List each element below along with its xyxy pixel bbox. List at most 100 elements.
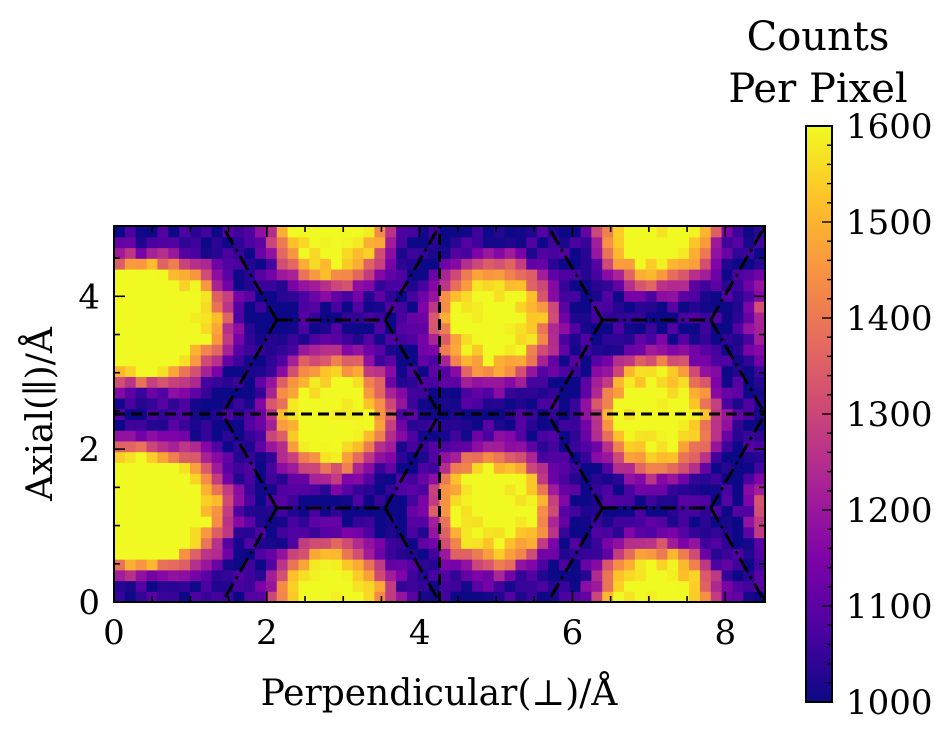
heatmap-cell: [667, 376, 679, 388]
heatmap-cell: [320, 526, 332, 539]
heatmap-cell: [211, 344, 224, 356]
heatmap-cell: [179, 451, 191, 463]
heatmap-cell: [667, 591, 679, 602]
heatmap-cell: [200, 268, 213, 281]
heatmap-cell: [537, 333, 549, 345]
heatmap-cell: [276, 344, 289, 356]
heatmap-cell: [298, 569, 310, 582]
heatmap-cell: [244, 365, 256, 377]
heatmap-cell: [244, 397, 256, 410]
heatmap-cell: [135, 473, 148, 485]
heatmap-cell: [504, 483, 517, 496]
heatmap-cell: [667, 494, 679, 506]
heatmap-cell: [678, 365, 690, 377]
heatmap-cell: [656, 311, 668, 324]
heatmap-cell: [200, 473, 213, 485]
heatmap-cell: [493, 279, 506, 292]
heatmap-cell: [276, 419, 289, 431]
heatmap-cell: [558, 494, 571, 506]
heatmap-cell: [417, 279, 430, 292]
heatmap-cell: [168, 473, 180, 485]
heatmap-cell: [439, 526, 451, 539]
heatmap-cell: [699, 516, 712, 528]
heatmap-cell: [276, 516, 289, 528]
heatmap-cell: [320, 397, 332, 410]
heatmap-cell: [298, 247, 310, 259]
heatmap-cell: [515, 311, 527, 324]
heatmap-cell: [287, 526, 300, 539]
heatmap-cell: [417, 494, 430, 506]
heatmap-cell: [352, 591, 365, 602]
heatmap-cell: [374, 376, 386, 388]
heatmap-cell: [569, 419, 582, 431]
heatmap-cell: [255, 559, 267, 571]
heatmap-cell: [461, 226, 473, 238]
heatmap-cell: [743, 569, 755, 582]
heatmap-cell: [168, 333, 180, 345]
heatmap-cell: [656, 537, 668, 549]
heatmap-cell: [439, 451, 451, 463]
heatmap-cell: [211, 430, 224, 442]
heatmap-cell: [526, 569, 538, 582]
dashdot-segment: [546, 226, 604, 321]
heatmap-cell: [135, 419, 148, 431]
heatmap-cell: [689, 494, 701, 506]
heatmap-cell: [699, 365, 712, 377]
heatmap-cell: [233, 580, 245, 592]
heatmap-cell: [493, 408, 506, 420]
heatmap-cell: [754, 268, 765, 281]
heatmap-cell: [179, 397, 191, 410]
heatmap-cell: [244, 451, 256, 463]
heatmap-cell: [537, 559, 549, 571]
heatmap-cell: [732, 344, 744, 356]
heatmap-cell: [211, 301, 224, 313]
heatmap-cell: [363, 226, 375, 238]
heatmap-cell: [244, 559, 256, 571]
heatmap-cell: [331, 462, 343, 474]
heatmap-cell: [428, 569, 441, 582]
heatmap-cell: [179, 333, 191, 345]
heatmap-cell: [743, 247, 755, 259]
heatmap-cell: [613, 333, 625, 345]
heatmap-cell: [352, 279, 365, 292]
heatmap-cell: [363, 247, 375, 259]
heatmap-cell: [233, 397, 245, 410]
heatmap-cell: [472, 354, 484, 367]
heatmap-cell: [732, 569, 744, 582]
dashdot-segment: [546, 507, 604, 602]
x-axis-label: Perpendicular(⊥)/Å: [261, 672, 619, 714]
heatmap-cell: [558, 376, 571, 388]
heatmap-cell: [526, 397, 538, 410]
heatmap-cell: [689, 516, 701, 528]
heatmap-cell: [439, 569, 451, 582]
heatmap-cell: [504, 354, 517, 367]
heatmap-cell: [406, 580, 419, 592]
heatmap-cell: [699, 322, 712, 335]
heatmap-cell: [309, 580, 321, 592]
heatmap-cell: [396, 387, 408, 399]
heatmap-cell: [200, 226, 213, 238]
x-tick-label: 2: [256, 613, 278, 653]
heatmap-cell: [287, 290, 300, 302]
heatmap-cell: [591, 311, 603, 324]
heatmap-cell: [428, 344, 441, 356]
heatmap-cell: [537, 516, 549, 528]
heatmap-cell: [114, 451, 126, 463]
heatmap-cell: [482, 559, 495, 571]
heatmap-cell: [287, 440, 300, 453]
heatmap-cell: [287, 322, 300, 335]
heatmap-cell: [613, 548, 625, 560]
heatmap-cell: [406, 236, 419, 249]
heatmap-cell: [602, 483, 614, 496]
heatmap-cell: [287, 473, 300, 485]
heatmap-cell: [298, 258, 310, 270]
heatmap-cell: [645, 494, 658, 506]
heatmap-cell: [580, 354, 592, 367]
heatmap-cell: [623, 440, 636, 453]
heatmap-cell: [124, 419, 137, 431]
heatmap-cell: [406, 473, 419, 485]
heatmap-cell: [222, 365, 234, 377]
heatmap-cell: [732, 301, 744, 313]
heatmap-cell: [276, 290, 289, 302]
heatmap-cell: [146, 440, 158, 453]
